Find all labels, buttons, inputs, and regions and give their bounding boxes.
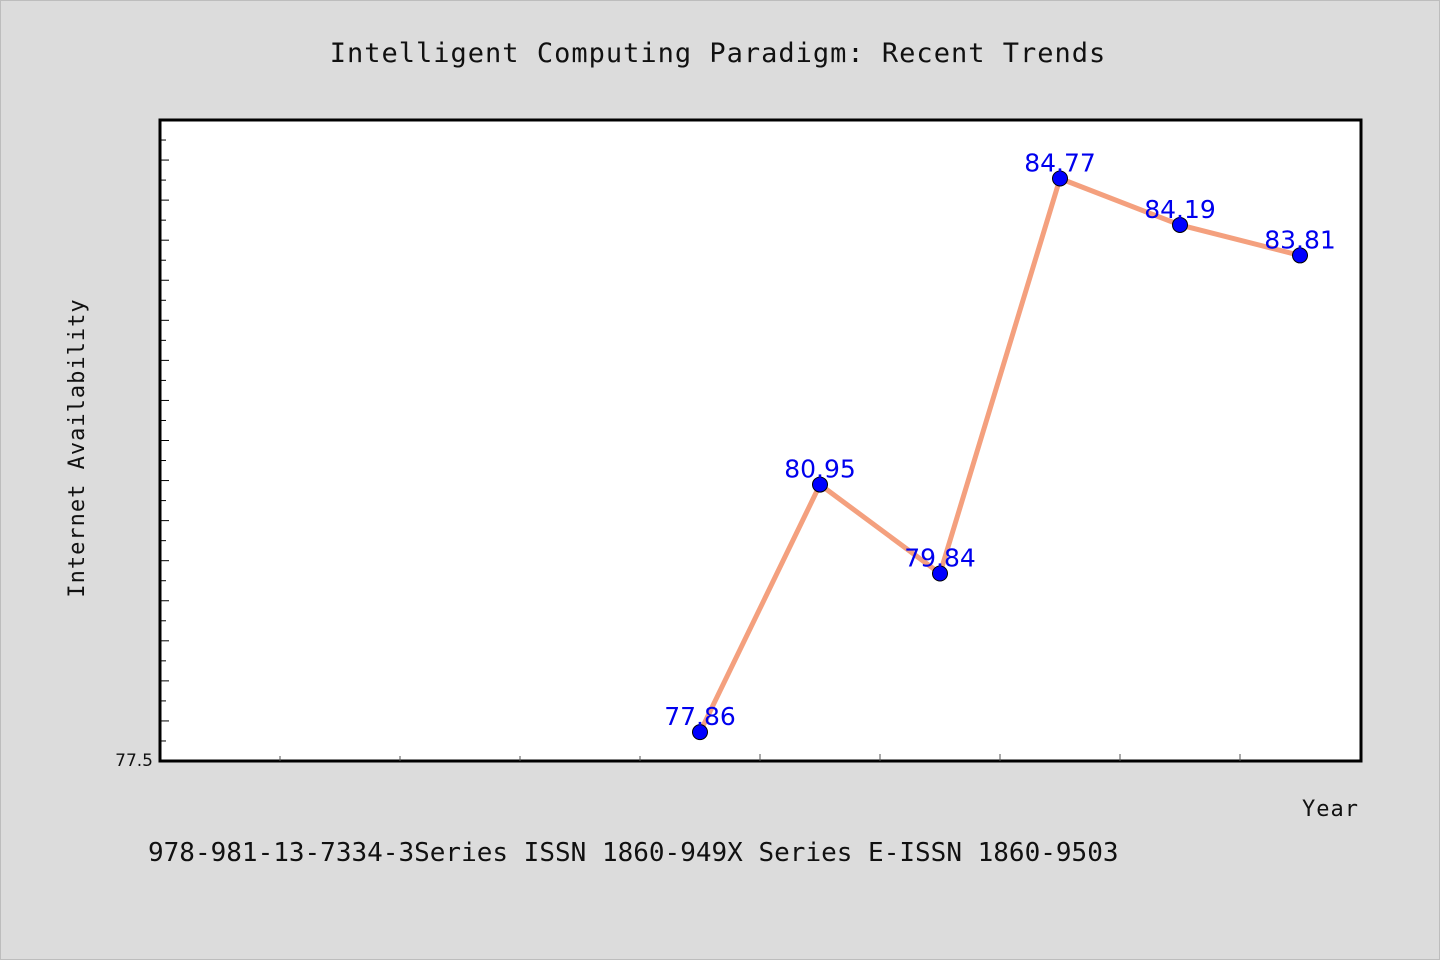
data-label: 79.84 [904, 544, 976, 573]
data-labels: 77.86 80.95 79.84 84.77 84.19 83.81 [664, 148, 1336, 731]
y-tick-label: 77.5 [115, 751, 153, 771]
data-point [692, 724, 708, 741]
data-point [1292, 247, 1308, 264]
data-point [1172, 216, 1188, 233]
data-label: 80.95 [784, 455, 856, 484]
footer-citation: 978-981-13-7334-3Series ISSN 1860-949X S… [148, 838, 1119, 868]
data-point [932, 565, 948, 582]
chart-title: Intelligent Computing Paradigm: Recent T… [330, 38, 1107, 69]
data-label: 83.81 [1264, 225, 1336, 254]
series-markers [692, 170, 1308, 741]
x-axis-label: Year [1302, 797, 1359, 822]
y-axis-label: Internet Availability [65, 298, 90, 597]
data-label: 84.77 [1024, 148, 1096, 177]
data-label: 77.86 [664, 702, 736, 731]
data-point [1052, 170, 1068, 187]
series-line [697, 175, 1301, 734]
x-axis-ticks [279, 754, 1241, 761]
data-label: 84.19 [1144, 195, 1216, 224]
plot-area [158, 118, 1363, 763]
y-axis-ticks [160, 139, 169, 742]
data-point [812, 476, 828, 493]
